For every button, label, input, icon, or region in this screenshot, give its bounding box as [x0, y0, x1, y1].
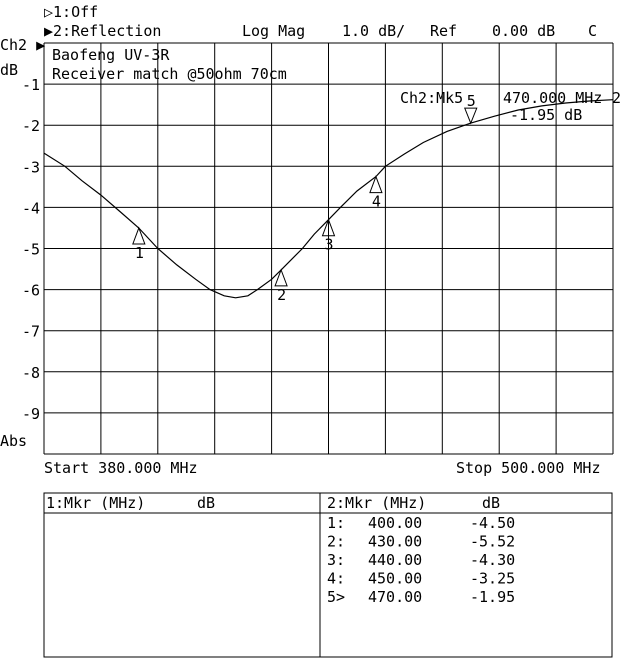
y-tick-label: -8 — [22, 364, 40, 382]
marker-1: 1 — [132, 226, 146, 262]
marker-label: 3 — [325, 236, 334, 254]
marker-label: 1 — [135, 244, 144, 262]
annotation-line1: Baofeng UV-3R — [52, 46, 170, 64]
marker-freq: 440.00 — [368, 551, 422, 569]
table-row: 3: 440.00 -4.30 — [327, 551, 515, 569]
marker-label: 4 — [372, 193, 381, 211]
marker-freq: 450.00 — [368, 570, 422, 588]
marker-id: 2: — [327, 533, 345, 551]
marker-3: 3 — [321, 218, 336, 254]
scale-label: 1.0 dB/ — [342, 22, 405, 40]
marker-triangle — [369, 175, 383, 194]
y-tick-label: -1 — [22, 76, 40, 94]
marker-freq: 430.00 — [368, 533, 422, 551]
plot-grid — [43, 42, 614, 455]
mode-label: Abs — [0, 432, 27, 450]
ref-label: Ref — [430, 22, 457, 40]
channel2-status: ▶2:Reflection — [44, 22, 161, 40]
format-label: Log Mag — [242, 22, 305, 40]
marker-label: 2 — [277, 286, 286, 304]
marker-triangle — [464, 107, 478, 125]
table-border — [43, 492, 613, 658]
cal-flag: C — [588, 22, 597, 40]
marker-2: 2 — [274, 268, 288, 304]
trace-line — [43, 99, 614, 299]
marker-id: 1: — [327, 514, 345, 532]
y-tick-label: -5 — [22, 241, 40, 259]
stop-frequency: Stop 500.000 MHz — [456, 459, 601, 477]
y-tick-label: -4 — [22, 199, 40, 217]
marker-id: 3: — [327, 551, 345, 569]
table-row: 4: 450.00 -3.25 — [327, 570, 515, 588]
y-tick-label: -7 — [22, 323, 40, 341]
marker-db: -1.95 — [470, 588, 515, 606]
table-row: 2: 430.00 -5.52 — [327, 533, 515, 551]
marker-triangle — [274, 268, 288, 287]
right-header-unit: dB — [482, 494, 500, 512]
y-tick-label: -2 — [22, 117, 40, 135]
y-tick-label: -3 — [22, 158, 40, 176]
active-marker-value: -1.95 dB — [510, 106, 582, 124]
marker-triangle — [132, 226, 146, 245]
table-row: 1: 400.00 -4.50 — [327, 514, 515, 532]
marker-freq: 470.00 — [368, 588, 422, 606]
markers: 1 2 3 4 5 — [132, 92, 478, 304]
channel1-status: ▷1:Off — [44, 3, 98, 21]
marker-label: 5 — [467, 92, 476, 110]
marker-freq: 400.00 — [368, 514, 422, 532]
y-unit-label: dB — [0, 61, 18, 79]
y-tick-label: -9 — [22, 405, 40, 423]
y-tick-label: -6 — [22, 282, 40, 300]
channel-indicator: Ch2 ▶ — [0, 36, 45, 54]
marker-db: -3.25 — [470, 570, 515, 588]
marker-table: 1:Mkr (MHz) dB 2:Mkr (MHz) dB 1: 400.00 -4… — [43, 492, 613, 658]
active-marker-name: Ch2:Mk5 — [400, 89, 463, 107]
marker-id: 5> — [327, 588, 345, 606]
start-frequency: Start 380.000 MHz — [44, 459, 198, 477]
marker-4: 4 — [369, 175, 383, 211]
marker-5: 5 — [464, 92, 478, 125]
marker-db: -4.50 — [470, 514, 515, 532]
marker-triangle — [321, 218, 336, 237]
left-header-unit: dB — [197, 494, 215, 512]
marker-db: -4.30 — [470, 551, 515, 569]
left-header-mkr: 1:Mkr (MHz) — [46, 494, 145, 512]
y-tick-labels: -1 -2 -3 -4 -5 -6 -7 -8 -9 — [22, 76, 40, 423]
table-row: 5> 470.00 -1.95 — [327, 588, 515, 606]
annotation-line2: Receiver match @50ohm 70cm — [52, 65, 287, 83]
ref-value: 0.00 dB — [492, 22, 555, 40]
trace-label: 2 — [612, 89, 621, 107]
marker-id: 4: — [327, 570, 345, 588]
marker-db: -5.52 — [470, 533, 515, 551]
right-header-mkr: 2:Mkr (MHz) — [327, 494, 426, 512]
